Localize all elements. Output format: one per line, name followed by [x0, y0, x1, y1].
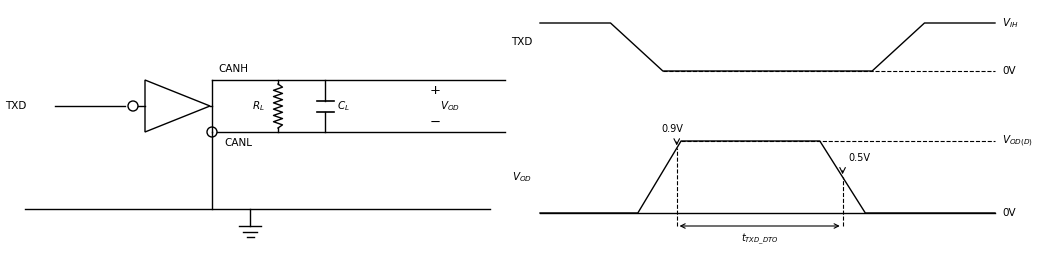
Text: CANL: CANL — [224, 138, 252, 148]
Text: $V_{OD}$: $V_{OD}$ — [440, 99, 460, 113]
Text: $V_{OD(D)}$: $V_{OD(D)}$ — [1002, 133, 1033, 149]
Text: 0V: 0V — [1002, 66, 1015, 76]
Text: −: − — [429, 116, 441, 128]
Text: $C_L$: $C_L$ — [337, 99, 350, 113]
Text: 0V: 0V — [1002, 208, 1015, 218]
Text: CANH: CANH — [218, 64, 248, 74]
Text: +: + — [429, 84, 441, 97]
Text: 0.9V: 0.9V — [662, 124, 684, 134]
Text: TXD: TXD — [5, 101, 26, 111]
Text: TXD: TXD — [510, 37, 532, 47]
Text: 0.5V: 0.5V — [849, 153, 871, 163]
Text: $R_L$: $R_L$ — [252, 99, 265, 113]
Text: $V_{IH}$: $V_{IH}$ — [1002, 16, 1018, 30]
Text: $V_{OD}$: $V_{OD}$ — [512, 170, 532, 184]
Text: $t_{TXD\_DTO}$: $t_{TXD\_DTO}$ — [741, 232, 778, 247]
